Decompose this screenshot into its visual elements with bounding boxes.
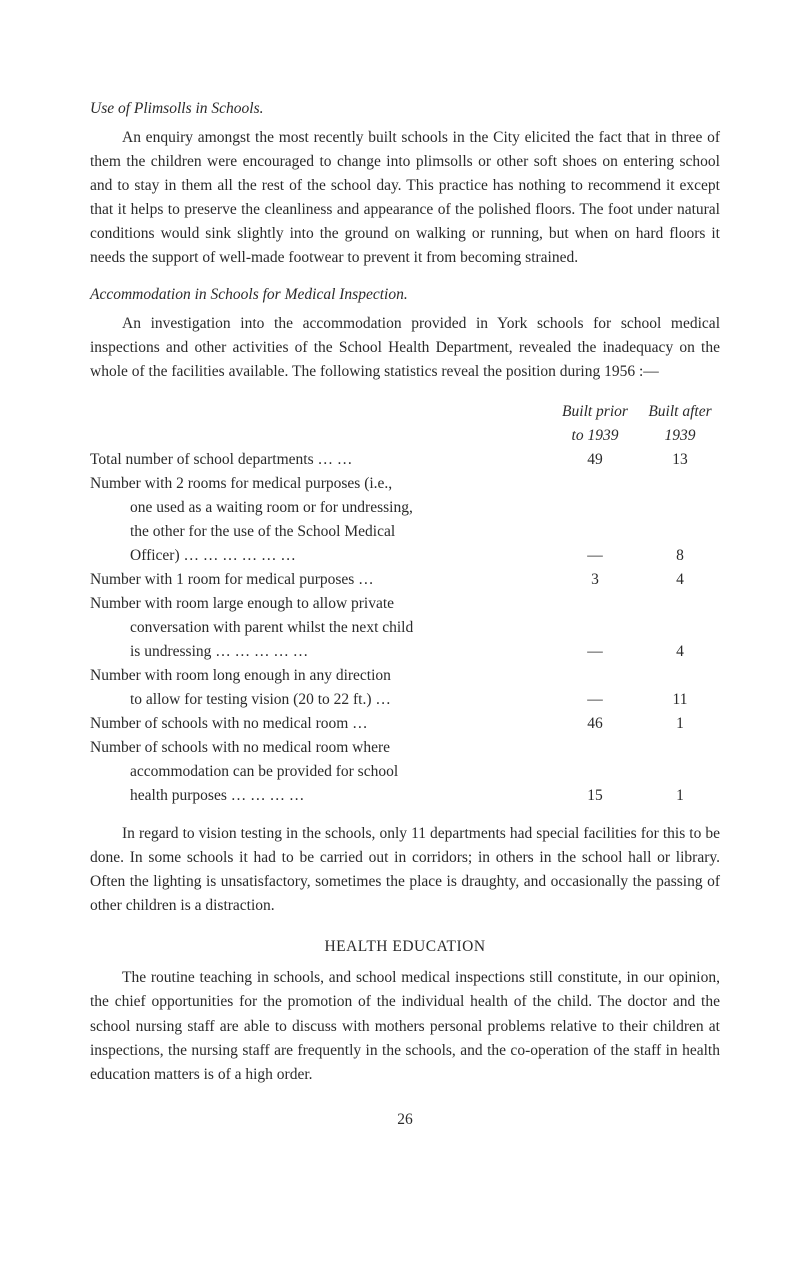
col-header-after: Built after 1939 — [640, 400, 720, 448]
after-l2: 1939 — [665, 427, 696, 444]
row-after: 4 — [640, 568, 720, 592]
page-number: 26 — [90, 1111, 720, 1129]
prior-l1: Built prior — [562, 403, 628, 420]
row-desc: Number of schools with no medical room … — [90, 715, 368, 732]
row-prior: 3 — [550, 568, 640, 592]
row-desc: conversation with parent whilst the next… — [90, 616, 550, 640]
row-desc: to allow for testing vision (20 to 22 ft… — [90, 688, 550, 712]
row-desc: Total number of school departments … … — [90, 451, 352, 468]
row-after: 4 — [640, 592, 720, 664]
table-row: Number with room long enough in any dire… — [90, 664, 720, 712]
table-row: Number of schools with no medical room …… — [90, 712, 720, 736]
row-desc: the other for the use of the School Medi… — [90, 520, 550, 544]
row-prior: 49 — [550, 448, 640, 472]
row-prior: 15 — [550, 736, 640, 808]
section-title-plimsolls: Use of Plimsolls in Schools. — [90, 100, 720, 118]
section-title-health-education: HEALTH EDUCATION — [90, 938, 720, 956]
row-desc: Number with 2 rooms for medical purposes… — [90, 472, 550, 496]
para-accommodation: An investigation into the accommodation … — [90, 312, 720, 384]
para-health-education-text: The routine teaching in schools, and sch… — [90, 969, 720, 1082]
prior-l2: to 1939 — [572, 427, 619, 444]
col-header-prior: Built prior to 1939 — [550, 400, 640, 448]
para-health-education: The routine teaching in schools, and sch… — [90, 966, 720, 1086]
row-desc: one used as a waiting room or for undres… — [90, 496, 550, 520]
para-plimsolls-text: An enquiry amongst the most recently bui… — [90, 129, 720, 266]
row-after: 11 — [640, 664, 720, 712]
row-prior: — — [550, 472, 640, 568]
row-after: 1 — [640, 712, 720, 736]
row-desc: Officer) … … … … … … — [90, 544, 550, 568]
row-desc: accommodation can be provided for school — [90, 760, 550, 784]
row-prior: — — [550, 664, 640, 712]
row-prior: — — [550, 592, 640, 664]
section-title-accommodation: Accommodation in Schools for Medical Ins… — [90, 286, 720, 304]
para-accommodation-text: An investigation into the accommodation … — [90, 315, 720, 380]
table-header-row: Built prior to 1939 Built after 1939 — [90, 400, 720, 448]
table-row: Number with 1 room for medical purposes … — [90, 568, 720, 592]
row-desc: Number with room long enough in any dire… — [90, 664, 550, 688]
table-row: Number with 2 rooms for medical purposes… — [90, 472, 720, 568]
row-desc: is undressing … … … … … — [90, 640, 550, 664]
table-row: Total number of school departments … … 4… — [90, 448, 720, 472]
row-prior: 46 — [550, 712, 640, 736]
row-after: 8 — [640, 472, 720, 568]
table-row: Number of schools with no medical room w… — [90, 736, 720, 808]
row-desc: Number with room large enough to allow p… — [90, 592, 550, 616]
row-desc: Number with 1 room for medical purposes … — [90, 571, 374, 588]
statistics-table: Built prior to 1939 Built after 1939 Tot… — [90, 400, 720, 808]
after-l1: Built after — [648, 403, 711, 420]
row-desc: health purposes … … … … — [90, 784, 550, 808]
para-vision-testing-text: In regard to vision testing in the schoo… — [90, 825, 720, 914]
para-vision-testing: In regard to vision testing in the schoo… — [90, 822, 720, 918]
row-after: 1 — [640, 736, 720, 808]
document-page: Use of Plimsolls in Schools. An enquiry … — [0, 0, 800, 1169]
row-after: 13 — [640, 448, 720, 472]
table-row: Number with room large enough to allow p… — [90, 592, 720, 664]
row-desc: Number of schools with no medical room w… — [90, 736, 550, 760]
para-plimsolls: An enquiry amongst the most recently bui… — [90, 126, 720, 270]
